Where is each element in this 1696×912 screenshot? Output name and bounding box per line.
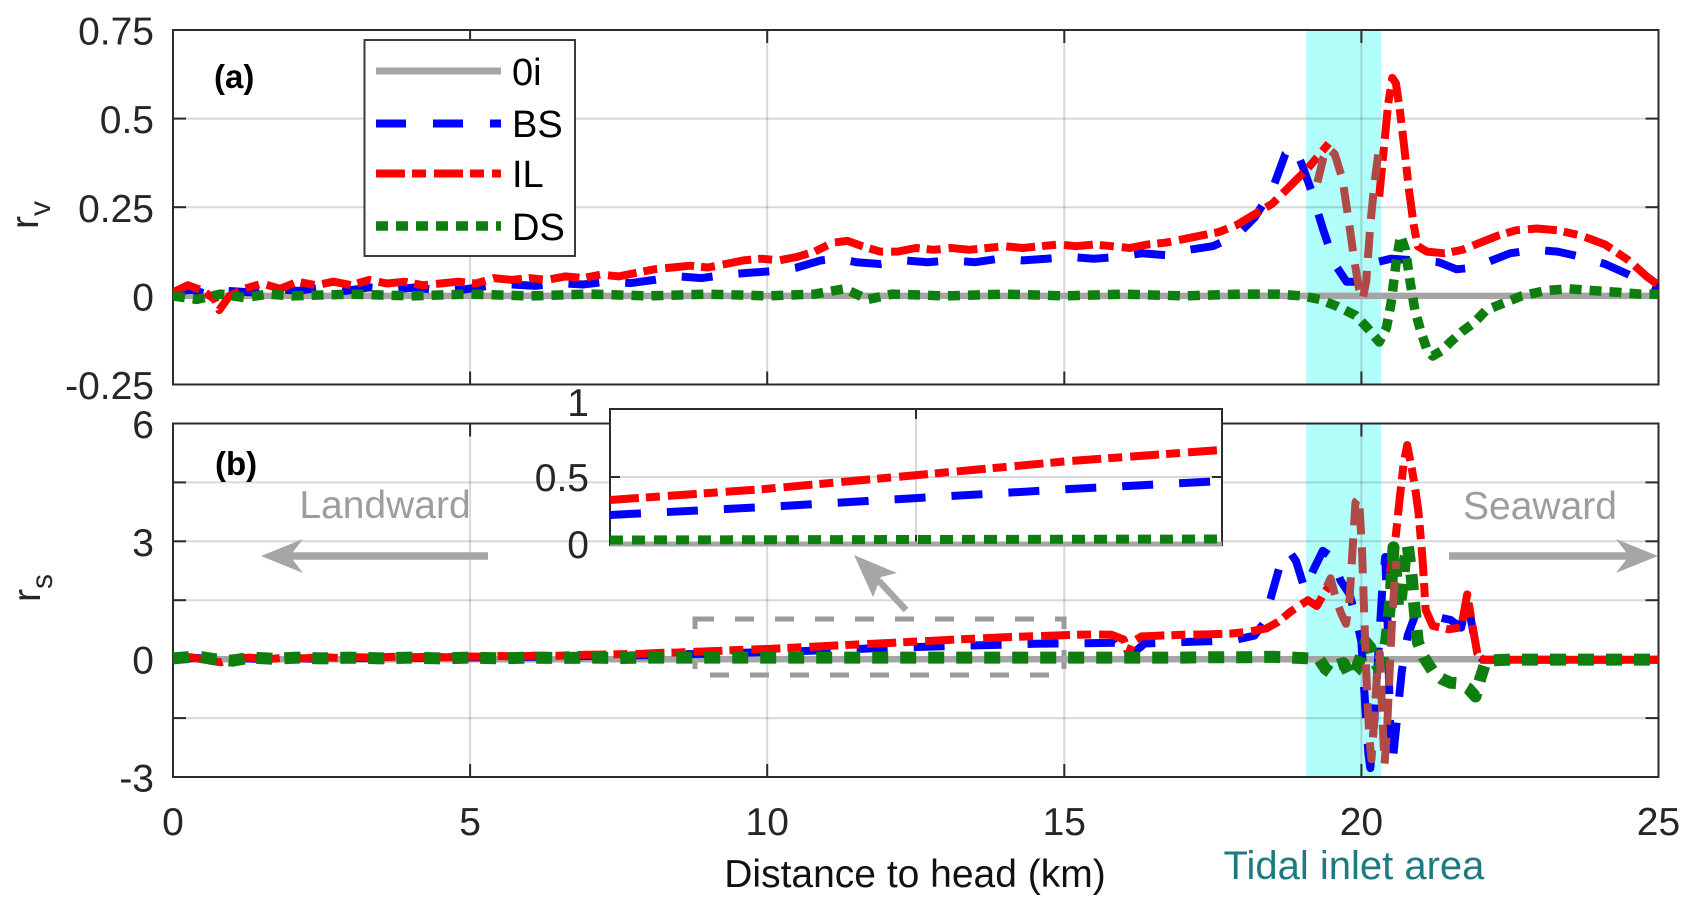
svg-text:25: 25 bbox=[1637, 801, 1680, 844]
svg-text:10: 10 bbox=[746, 801, 789, 844]
svg-text:BS: BS bbox=[512, 104, 563, 146]
svg-text:0.5: 0.5 bbox=[535, 457, 589, 500]
svg-text:3: 3 bbox=[132, 522, 154, 565]
svg-text:0: 0 bbox=[132, 276, 154, 319]
svg-text:-3: -3 bbox=[119, 758, 154, 801]
svg-text:(a): (a) bbox=[214, 58, 254, 95]
svg-text:Distance to head (km): Distance to head (km) bbox=[724, 853, 1106, 896]
svg-text:0i: 0i bbox=[512, 52, 542, 94]
svg-text:IL: IL bbox=[512, 154, 544, 196]
svg-text:-0.25: -0.25 bbox=[65, 365, 154, 408]
svg-text:0: 0 bbox=[162, 801, 184, 844]
svg-text:DS: DS bbox=[512, 207, 565, 249]
svg-text:0: 0 bbox=[132, 640, 154, 683]
svg-text:0: 0 bbox=[567, 524, 589, 567]
svg-text:Landward: Landward bbox=[299, 484, 470, 527]
svg-text:0.5: 0.5 bbox=[100, 99, 154, 142]
svg-text:5: 5 bbox=[459, 801, 481, 844]
svg-text:Tidal inlet area: Tidal inlet area bbox=[1224, 844, 1486, 888]
svg-text:Seaward: Seaward bbox=[1463, 485, 1617, 528]
svg-text:0.75: 0.75 bbox=[78, 11, 154, 54]
svg-text:1: 1 bbox=[567, 382, 589, 425]
svg-text:0.25: 0.25 bbox=[78, 188, 154, 231]
svg-text:20: 20 bbox=[1340, 801, 1383, 844]
svg-text:15: 15 bbox=[1043, 801, 1086, 844]
svg-text:(b): (b) bbox=[215, 445, 257, 482]
svg-text:6: 6 bbox=[132, 404, 154, 447]
